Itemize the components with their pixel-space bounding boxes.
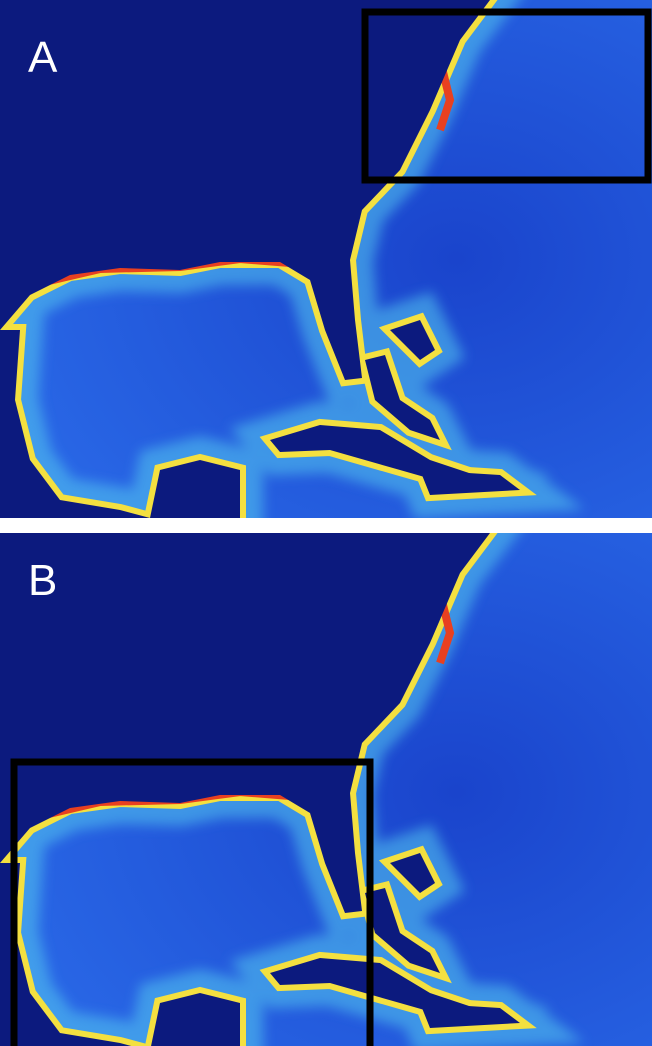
figure: A B	[0, 0, 652, 1046]
panel-label: A	[28, 33, 58, 82]
panel-a: A	[0, 0, 652, 518]
panel-label: B	[28, 556, 57, 605]
panel-b: B	[0, 533, 652, 1046]
page: A B (() => { const data = JSON.parse(doc…	[0, 0, 652, 1046]
